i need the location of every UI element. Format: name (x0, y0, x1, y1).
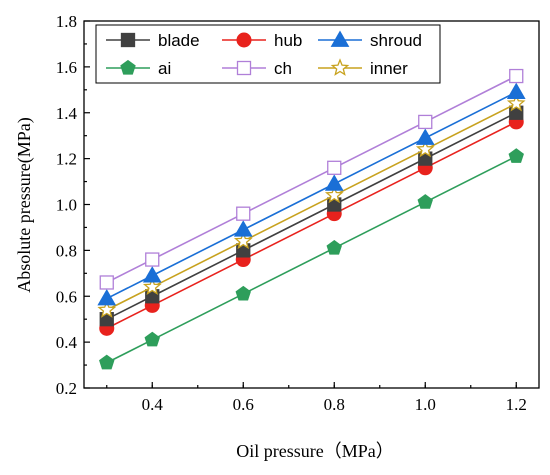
data-point-ch (327, 160, 342, 175)
legend-item-hub: hub (222, 31, 302, 50)
y-tick-label: 1.4 (56, 104, 78, 123)
data-point-ai (99, 354, 115, 370)
series-line-shroud (106, 91, 517, 300)
series-ch (99, 68, 524, 290)
data-point-ch (145, 252, 160, 267)
data-point-inner (415, 139, 435, 158)
legend-marker-ch (236, 60, 252, 76)
legend-marker-shroud (330, 30, 350, 47)
legend-box (95, 24, 441, 84)
data-point-inner (506, 93, 526, 112)
legend: blade hub shroud ai ch inner (95, 24, 441, 84)
data-point-ch (418, 114, 433, 130)
series-blade (99, 105, 524, 327)
data-point-inner (324, 185, 344, 204)
y-tick-label: 1.8 (56, 12, 77, 31)
data-point-shroud (415, 128, 435, 145)
legend-label: inner (370, 59, 408, 78)
data-point-shroud (506, 82, 526, 99)
x-tick-label: 0.4 (142, 395, 164, 414)
data-point-ai (235, 285, 251, 301)
x-tick-label: 1.2 (506, 395, 527, 414)
legend-label: shroud (370, 31, 422, 50)
y-tick-label: 1.6 (56, 58, 77, 77)
data-point-ai (326, 239, 342, 255)
series-layer (97, 68, 526, 370)
x-axis-label: Oil pressure（MPa） (236, 441, 393, 461)
legend-label: ai (158, 59, 171, 78)
series-ai (99, 148, 524, 370)
data-point-shroud (97, 289, 117, 306)
data-point-inner (97, 300, 117, 318)
data-point-inner (233, 231, 253, 250)
legend-marker-blade (120, 32, 136, 48)
y-tick-label: 0.6 (56, 287, 77, 306)
legend-marker-ai (120, 59, 136, 75)
data-point-ch (99, 275, 114, 290)
series-line-ch (106, 75, 517, 284)
legend-marker-hub (236, 32, 252, 48)
legend-label: ch (274, 59, 292, 78)
x-tick-label: 0.8 (324, 395, 345, 414)
y-axis: 0.2 0.4 0.6 0.8 1.0 1.2 1.4 1.6 1.8 (56, 12, 90, 398)
x-axis: 0.4 0.6 0.8 1.0 1.2 (106, 382, 527, 414)
data-point-ai (144, 331, 160, 347)
legend-item-shroud: shroud (318, 30, 422, 50)
series-line-inner (106, 102, 517, 311)
y-tick-label: 0.4 (56, 333, 78, 352)
legend-item-inner: inner (318, 58, 408, 78)
legend-marker-inner (330, 58, 350, 76)
y-tick-label: 0.2 (56, 379, 77, 398)
data-point-ai (508, 148, 524, 163)
series-line-blade (106, 112, 517, 320)
data-point-ch (509, 68, 524, 84)
data-point-shroud (142, 266, 162, 283)
data-point-shroud (233, 220, 253, 237)
legend-item-blade: blade (106, 31, 200, 50)
y-tick-label: 0.8 (56, 241, 77, 260)
y-axis-label: Absolute pressure(MPa) (14, 117, 35, 292)
data-point-ch (236, 206, 251, 221)
legend-label: hub (274, 31, 302, 50)
y-tick-label: 1.2 (56, 150, 77, 169)
legend-label: blade (158, 31, 200, 50)
series-line-hub (106, 121, 517, 330)
series-line-ai (106, 155, 517, 364)
data-point-shroud (324, 174, 344, 191)
legend-item-ch: ch (222, 59, 292, 78)
x-tick-label: 1.0 (415, 395, 436, 414)
y-tick-label: 1.0 (56, 196, 77, 215)
series-hub (99, 114, 524, 336)
series-shroud (97, 82, 526, 306)
legend-item-ai: ai (106, 59, 171, 78)
x-tick-label: 0.6 (233, 395, 254, 414)
data-point-inner (142, 277, 162, 295)
series-inner (97, 93, 526, 318)
data-point-ai (417, 194, 433, 209)
